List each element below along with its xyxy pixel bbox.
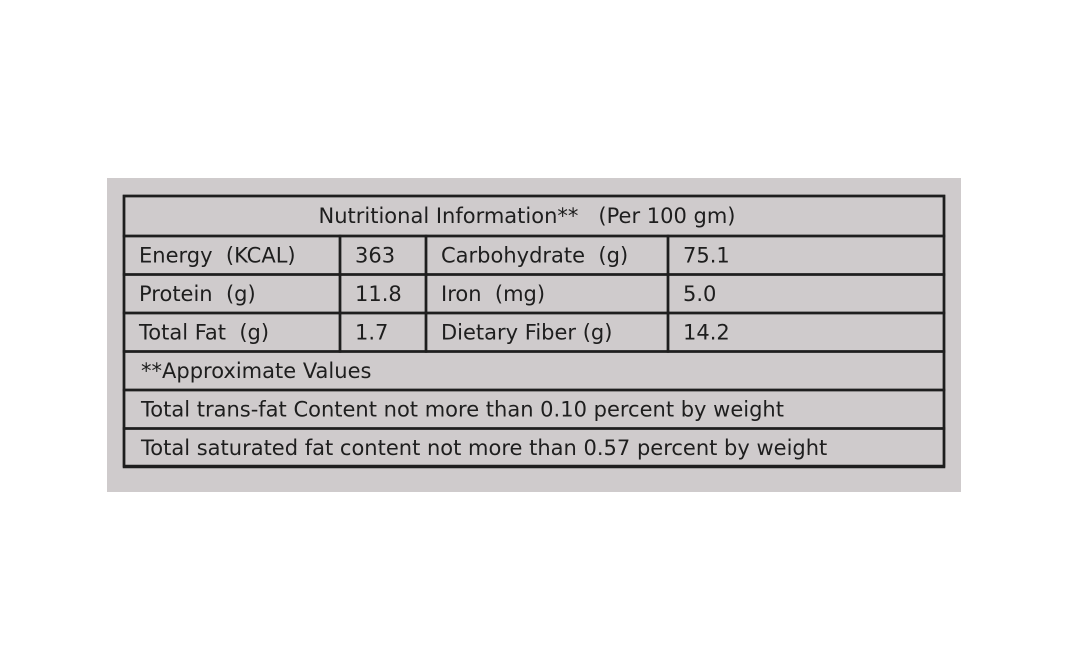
note-text: **Approximate Values	[141, 359, 371, 383]
note-text: Total saturated fat content not more tha…	[140, 436, 827, 460]
cell-text: Energy (KCAL)	[139, 243, 296, 267]
table-cell	[122, 194, 946, 238]
label-panel	[107, 178, 961, 492]
table-cell	[122, 427, 946, 469]
cell-text: 1.7	[355, 320, 388, 344]
cell-text: Protein (g)	[139, 282, 256, 306]
cell-text: 363	[355, 243, 395, 267]
cell-text: 11.8	[355, 282, 402, 306]
cell-text: 14.2	[683, 320, 730, 344]
cell-text: Dietary Fiber (g)	[441, 320, 612, 344]
cell-text: 5.0	[683, 282, 716, 306]
cell-text: Total Fat (g)	[138, 320, 269, 344]
table-title: Nutritional Information** (Per 100 gm)	[319, 204, 736, 228]
cell-text: Iron (mg)	[441, 282, 545, 306]
note-text: Total trans-fat Content not more than 0.…	[140, 397, 784, 421]
cell-text: Carbohydrate (g)	[441, 243, 628, 267]
cell-text: 75.1	[683, 243, 730, 267]
